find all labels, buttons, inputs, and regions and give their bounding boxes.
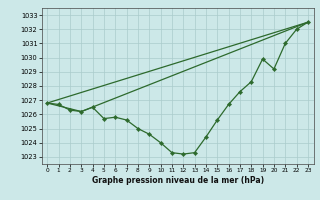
X-axis label: Graphe pression niveau de la mer (hPa): Graphe pression niveau de la mer (hPa) (92, 176, 264, 185)
